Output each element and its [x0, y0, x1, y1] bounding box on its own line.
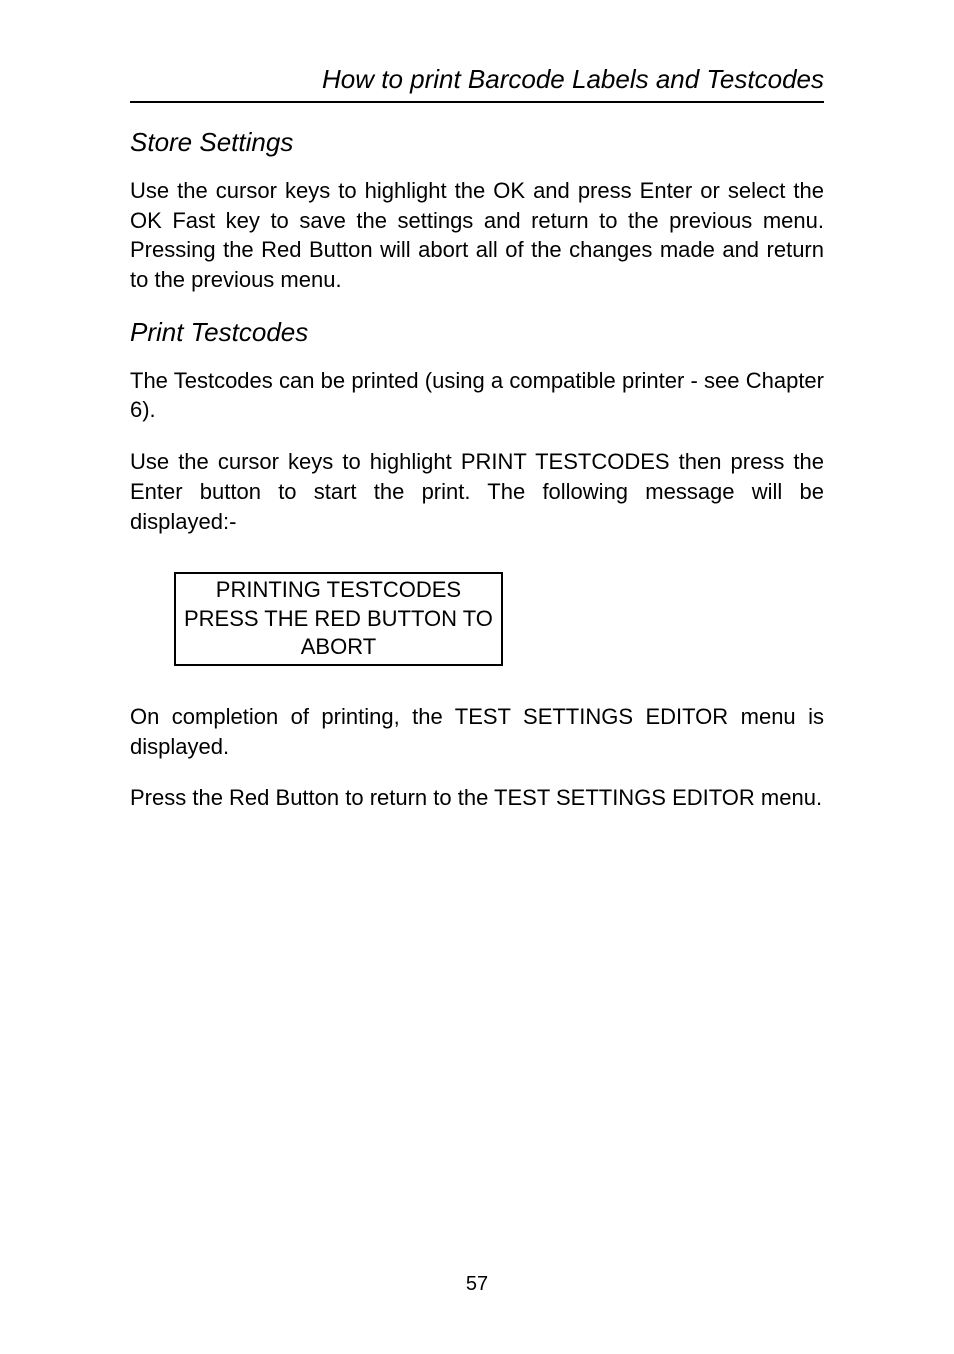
- page-number: 57: [0, 1273, 954, 1296]
- section-heading-print-testcodes: Print Testcodes: [130, 317, 824, 348]
- header-rule: [130, 101, 824, 103]
- page-header-title: How to print Barcode Labels and Testcode…: [130, 64, 824, 95]
- document-page: How to print Barcode Labels and Testcode…: [0, 0, 954, 895]
- message-box: PRINTING TESTCODES PRESS THE RED BUTTON …: [174, 572, 503, 666]
- body-paragraph: Use the cursor keys to highlight the OK …: [130, 176, 824, 295]
- message-line: PRINTING TESTCODES: [184, 576, 493, 605]
- message-box-container: PRINTING TESTCODES PRESS THE RED BUTTON …: [130, 572, 824, 666]
- message-line: ABORT: [184, 633, 493, 662]
- body-paragraph: The Testcodes can be printed (using a co…: [130, 366, 824, 425]
- body-paragraph: On completion of printing, the TEST SETT…: [130, 702, 824, 761]
- message-line: PRESS THE RED BUTTON TO: [184, 605, 493, 634]
- section-heading-store-settings: Store Settings: [130, 127, 824, 158]
- body-paragraph: Use the cursor keys to highlight PRINT T…: [130, 447, 824, 536]
- body-paragraph: Press the Red Button to return to the TE…: [130, 783, 824, 813]
